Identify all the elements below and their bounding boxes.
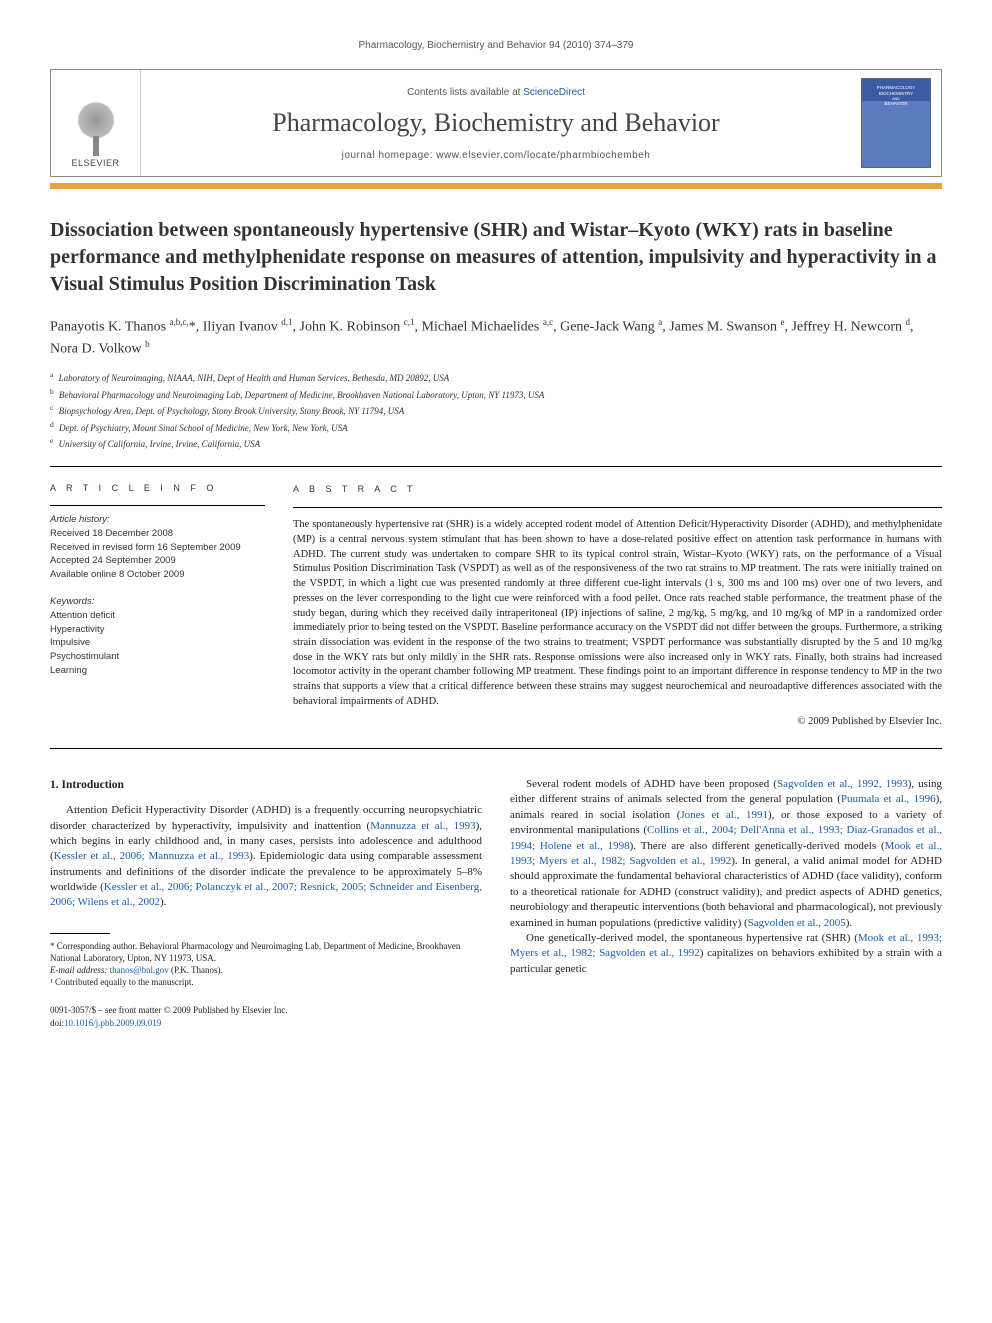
running-header: Pharmacology, Biochemistry and Behavior … — [50, 40, 942, 51]
doi-prefix: doi: — [50, 1018, 64, 1028]
article-title: Dissociation between spontaneously hyper… — [50, 217, 942, 298]
article-info-column: A R T I C L E I N F O Article history: R… — [50, 483, 265, 730]
homepage-url: www.elsevier.com/locate/pharmbiochembeh — [436, 150, 650, 161]
sciencedirect-link[interactable]: ScienceDirect — [523, 87, 585, 98]
copyright-line: © 2009 Published by Elsevier Inc. — [293, 715, 942, 730]
keyword-line: Psychostimulant — [50, 650, 265, 664]
cite-mannuzza-1993[interactable]: Mannuzza et al., 1993 — [370, 820, 475, 832]
affiliation-line: d Dept. of Psychiatry, Mount Sinai Schoo… — [50, 419, 942, 436]
email-link[interactable]: thanos@bnl.gov — [110, 965, 169, 975]
rp1-g: ). — [846, 917, 852, 929]
right-para-1: Several rodent models of ADHD have been … — [510, 777, 942, 931]
right-para-2: One genetically-derived model, the spont… — [510, 931, 942, 977]
article-info-label: A R T I C L E I N F O — [50, 483, 265, 493]
publisher-name: ELSEVIER — [71, 158, 119, 168]
cite-puumala-1996[interactable]: Puumala et al., 1996 — [841, 793, 936, 805]
keyword-line: Impulsive — [50, 636, 265, 650]
contents-line: Contents lists available at ScienceDirec… — [151, 87, 841, 98]
footnote-rule — [50, 933, 110, 934]
contribution-note: ¹ Contributed equally to the manuscript. — [50, 976, 482, 988]
cite-kessler-2006-a[interactable]: Kessler et al., 2006; Mannuzza et al., 1… — [54, 850, 250, 862]
email-label: E-mail address: — [50, 965, 110, 975]
right-column: Several rodent models of ADHD have been … — [510, 777, 942, 1030]
keyword-line: Attention deficit — [50, 609, 265, 623]
keyword-line: Learning — [50, 664, 265, 678]
affiliation-line: b Behavioral Pharmacology and Neuroimagi… — [50, 386, 942, 403]
contents-prefix: Contents lists available at — [407, 87, 523, 98]
email-line: E-mail address: thanos@bnl.gov (P.K. Tha… — [50, 964, 482, 976]
abstract-column: A B S T R A C T The spontaneously hypert… — [293, 483, 942, 730]
abstract-text: The spontaneously hypertensive rat (SHR)… — [293, 518, 942, 709]
elsevier-tree-icon — [71, 101, 121, 156]
affiliation-line: a Laboratory of Neuroimaging, NIAAA, NIH… — [50, 369, 942, 386]
masthead-center: Contents lists available at ScienceDirec… — [141, 70, 851, 176]
homepage-prefix: journal homepage: — [342, 150, 437, 161]
front-matter-line: 0091-3057/$ – see front matter © 2009 Pu… — [50, 1004, 482, 1017]
authors-line: Panayotis K. Thanos a,b,c,*, Iliyan Ivan… — [50, 316, 942, 359]
rp1-e: ). There are also different genetically-… — [630, 840, 885, 852]
keywords-label: Keywords: — [50, 596, 265, 607]
p1-text-d: ). — [160, 896, 166, 908]
article-page: Pharmacology, Biochemistry and Behavior … — [0, 0, 992, 1070]
rp1-a: Several rodent models of ADHD have been … — [526, 778, 777, 790]
doi-link[interactable]: 10.1016/j.pbb.2009.09.019 — [64, 1018, 161, 1028]
rule-abstract — [293, 507, 942, 508]
orange-accent-bar — [50, 183, 942, 189]
info-abstract-row: A R T I C L E I N F O Article history: R… — [50, 467, 942, 748]
footnotes-block: * Corresponding author. Behavioral Pharm… — [50, 940, 482, 989]
rule-info — [50, 505, 265, 506]
cite-jones-1991[interactable]: Jones et al., 1991 — [680, 809, 768, 821]
body-columns: 1. Introduction Attention Deficit Hypera… — [50, 777, 942, 1030]
history-lines: Received 18 December 2008Received in rev… — [50, 527, 265, 582]
history-line: Accepted 24 September 2009 — [50, 554, 265, 568]
affiliations-block: a Laboratory of Neuroimaging, NIAAA, NIH… — [50, 369, 942, 452]
cite-sagvolden-2005[interactable]: Sagvolden et al., 2005 — [748, 917, 846, 929]
corresponding-author-note: * Corresponding author. Behavioral Pharm… — [50, 940, 482, 964]
rule-bottom — [50, 748, 942, 749]
masthead-right: PHARMACOLOGY BIOCHEMISTRY AND BEHAVIOR — [851, 70, 941, 176]
intro-para-1: Attention Deficit Hyperactivity Disorder… — [50, 803, 482, 911]
rp2-a: One genetically-derived model, the spont… — [526, 932, 858, 944]
affiliation-line: e University of California, Irvine, Irvi… — [50, 435, 942, 452]
keyword-line: Hyperactivity — [50, 623, 265, 637]
left-column: 1. Introduction Attention Deficit Hypera… — [50, 777, 482, 1030]
cite-prevalence-group[interactable]: Kessler et al., 2006; Polanczyk et al., … — [50, 881, 482, 908]
cite-sagvolden-1992-93[interactable]: Sagvolden et al., 1992, 1993 — [777, 778, 908, 790]
history-line: Received 18 December 2008 — [50, 527, 265, 541]
history-line: Available online 8 October 2009 — [50, 568, 265, 582]
email-who: (P.K. Thanos). — [169, 965, 223, 975]
homepage-line: journal homepage: www.elsevier.com/locat… — [151, 150, 841, 161]
intro-heading: 1. Introduction — [50, 777, 482, 793]
abstract-label: A B S T R A C T — [293, 483, 942, 496]
history-label: Article history: — [50, 514, 265, 525]
publisher-logo-block: ELSEVIER — [51, 70, 141, 176]
journal-name: Pharmacology, Biochemistry and Behavior — [151, 108, 841, 138]
affiliation-line: c Biopsychology Area, Dept. of Psycholog… — [50, 402, 942, 419]
footer-block: 0091-3057/$ – see front matter © 2009 Pu… — [50, 1004, 482, 1029]
journal-cover-thumbnail: PHARMACOLOGY BIOCHEMISTRY AND BEHAVIOR — [861, 78, 931, 168]
keyword-lines: Attention deficitHyperactivityImpulsiveP… — [50, 609, 265, 678]
journal-masthead: ELSEVIER Contents lists available at Sci… — [50, 69, 942, 177]
cover-line3: BEHAVIOR — [885, 101, 908, 107]
history-line: Received in revised form 16 September 20… — [50, 541, 265, 555]
doi-line: doi:10.1016/j.pbb.2009.09.019 — [50, 1017, 482, 1030]
